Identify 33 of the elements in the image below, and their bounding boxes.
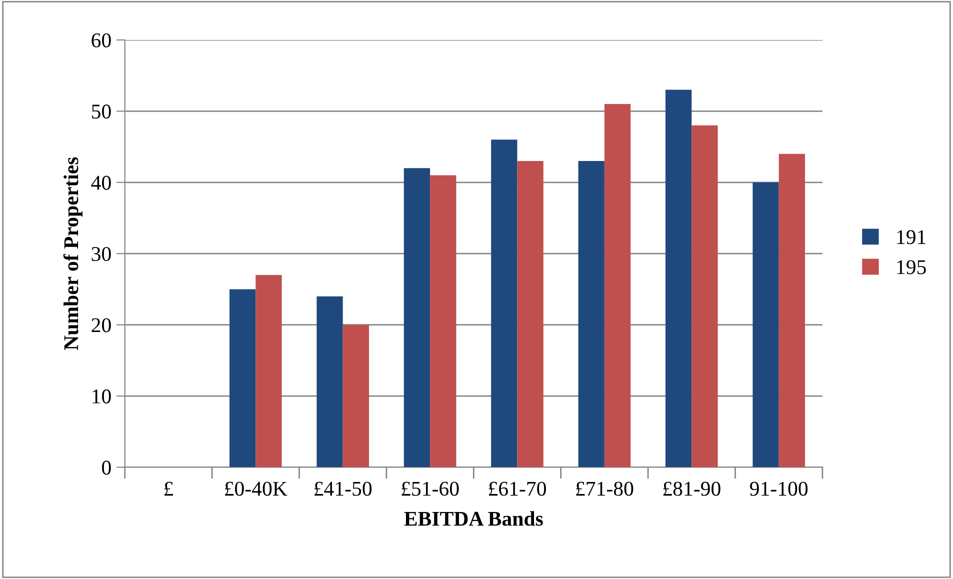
bar bbox=[517, 161, 544, 468]
bar bbox=[778, 154, 805, 468]
x-axis-title: EBITDA Bands bbox=[404, 511, 543, 526]
y-tick-label: 0 bbox=[102, 460, 111, 475]
y-tick-label: 30 bbox=[92, 246, 111, 262]
bar bbox=[256, 274, 282, 468]
x-tick-label: £0-40K bbox=[225, 482, 288, 496]
y-tick-label: 50 bbox=[92, 104, 111, 119]
legend-label: 195 bbox=[897, 260, 926, 274]
bar bbox=[752, 182, 779, 468]
bar bbox=[342, 324, 369, 468]
y-tick-label: 40 bbox=[91, 176, 111, 190]
bar bbox=[229, 289, 256, 468]
bar bbox=[430, 175, 456, 468]
bar bbox=[604, 104, 631, 468]
legend-label: 191 bbox=[897, 230, 926, 244]
bar bbox=[491, 140, 518, 468]
x-tick-label: £71-80 bbox=[576, 482, 634, 496]
bar bbox=[316, 296, 343, 468]
x-tick-label: £ bbox=[164, 482, 174, 496]
y-tick-label: 20 bbox=[92, 318, 111, 332]
x-tick-label: 91-100 bbox=[750, 482, 808, 496]
bar bbox=[665, 90, 692, 468]
x-tick-label: £61-70 bbox=[488, 482, 546, 496]
y-axis-title: Number of Properties bbox=[63, 157, 82, 350]
bar bbox=[578, 161, 604, 468]
y-tick-label: 10 bbox=[92, 389, 111, 404]
x-tick-label: £51-60 bbox=[402, 482, 459, 496]
y-tick-label: 60 bbox=[92, 33, 111, 48]
bar bbox=[692, 125, 718, 468]
x-tick-label: £41-50 bbox=[314, 482, 372, 496]
x-tick-label: £81-90 bbox=[663, 482, 720, 496]
bar bbox=[404, 168, 430, 468]
